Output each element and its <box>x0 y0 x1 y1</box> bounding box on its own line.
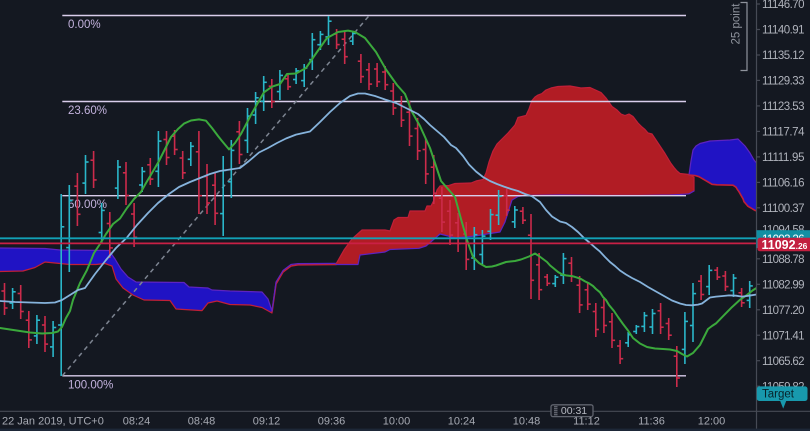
svg-text:11111.95: 11111.95 <box>762 152 805 164</box>
svg-text:11123.53: 11123.53 <box>762 101 805 113</box>
svg-text:09:12: 09:12 <box>253 416 281 428</box>
svg-text:11146.70: 11146.70 <box>762 0 805 11</box>
svg-text:08:24: 08:24 <box>123 416 151 428</box>
svg-text:10:24: 10:24 <box>448 416 476 428</box>
svg-text:11071.41: 11071.41 <box>762 330 805 342</box>
svg-text:11140.91: 11140.91 <box>762 25 805 37</box>
svg-text:11065.62: 11065.62 <box>762 356 805 368</box>
svg-text:0.00%: 0.00% <box>68 19 101 31</box>
svg-text:11082.99: 11082.99 <box>762 280 805 292</box>
svg-text:12:00: 12:00 <box>698 416 726 428</box>
svg-text:08:48: 08:48 <box>188 416 216 428</box>
svg-text:11:36: 11:36 <box>638 416 665 428</box>
svg-text:11117.74: 11117.74 <box>762 127 805 139</box>
svg-text:11100.37: 11100.37 <box>762 203 805 215</box>
svg-text:22 Jan 2019, UTC+0: 22 Jan 2019, UTC+0 <box>2 416 104 428</box>
svg-text:11129.33: 11129.33 <box>762 76 805 88</box>
svg-text:09:36: 09:36 <box>318 416 346 428</box>
svg-text:23.60%: 23.60% <box>68 105 107 117</box>
svg-text:25 point: 25 point <box>731 3 743 45</box>
svg-text:Target: Target <box>762 389 795 401</box>
svg-text:11135.12: 11135.12 <box>762 50 805 62</box>
svg-text:11088.78: 11088.78 <box>762 254 805 266</box>
svg-text:11106.16: 11106.16 <box>762 178 805 190</box>
svg-text:11077.20: 11077.20 <box>762 305 805 317</box>
svg-text:10:00: 10:00 <box>383 416 411 428</box>
svg-text:11:12: 11:12 <box>573 416 600 428</box>
svg-text:00:31: 00:31 <box>561 405 587 417</box>
svg-text:10:48: 10:48 <box>513 416 541 428</box>
svg-text:11092.26: 11092.26 <box>762 238 808 252</box>
svg-text:100.00%: 100.00% <box>68 379 113 391</box>
